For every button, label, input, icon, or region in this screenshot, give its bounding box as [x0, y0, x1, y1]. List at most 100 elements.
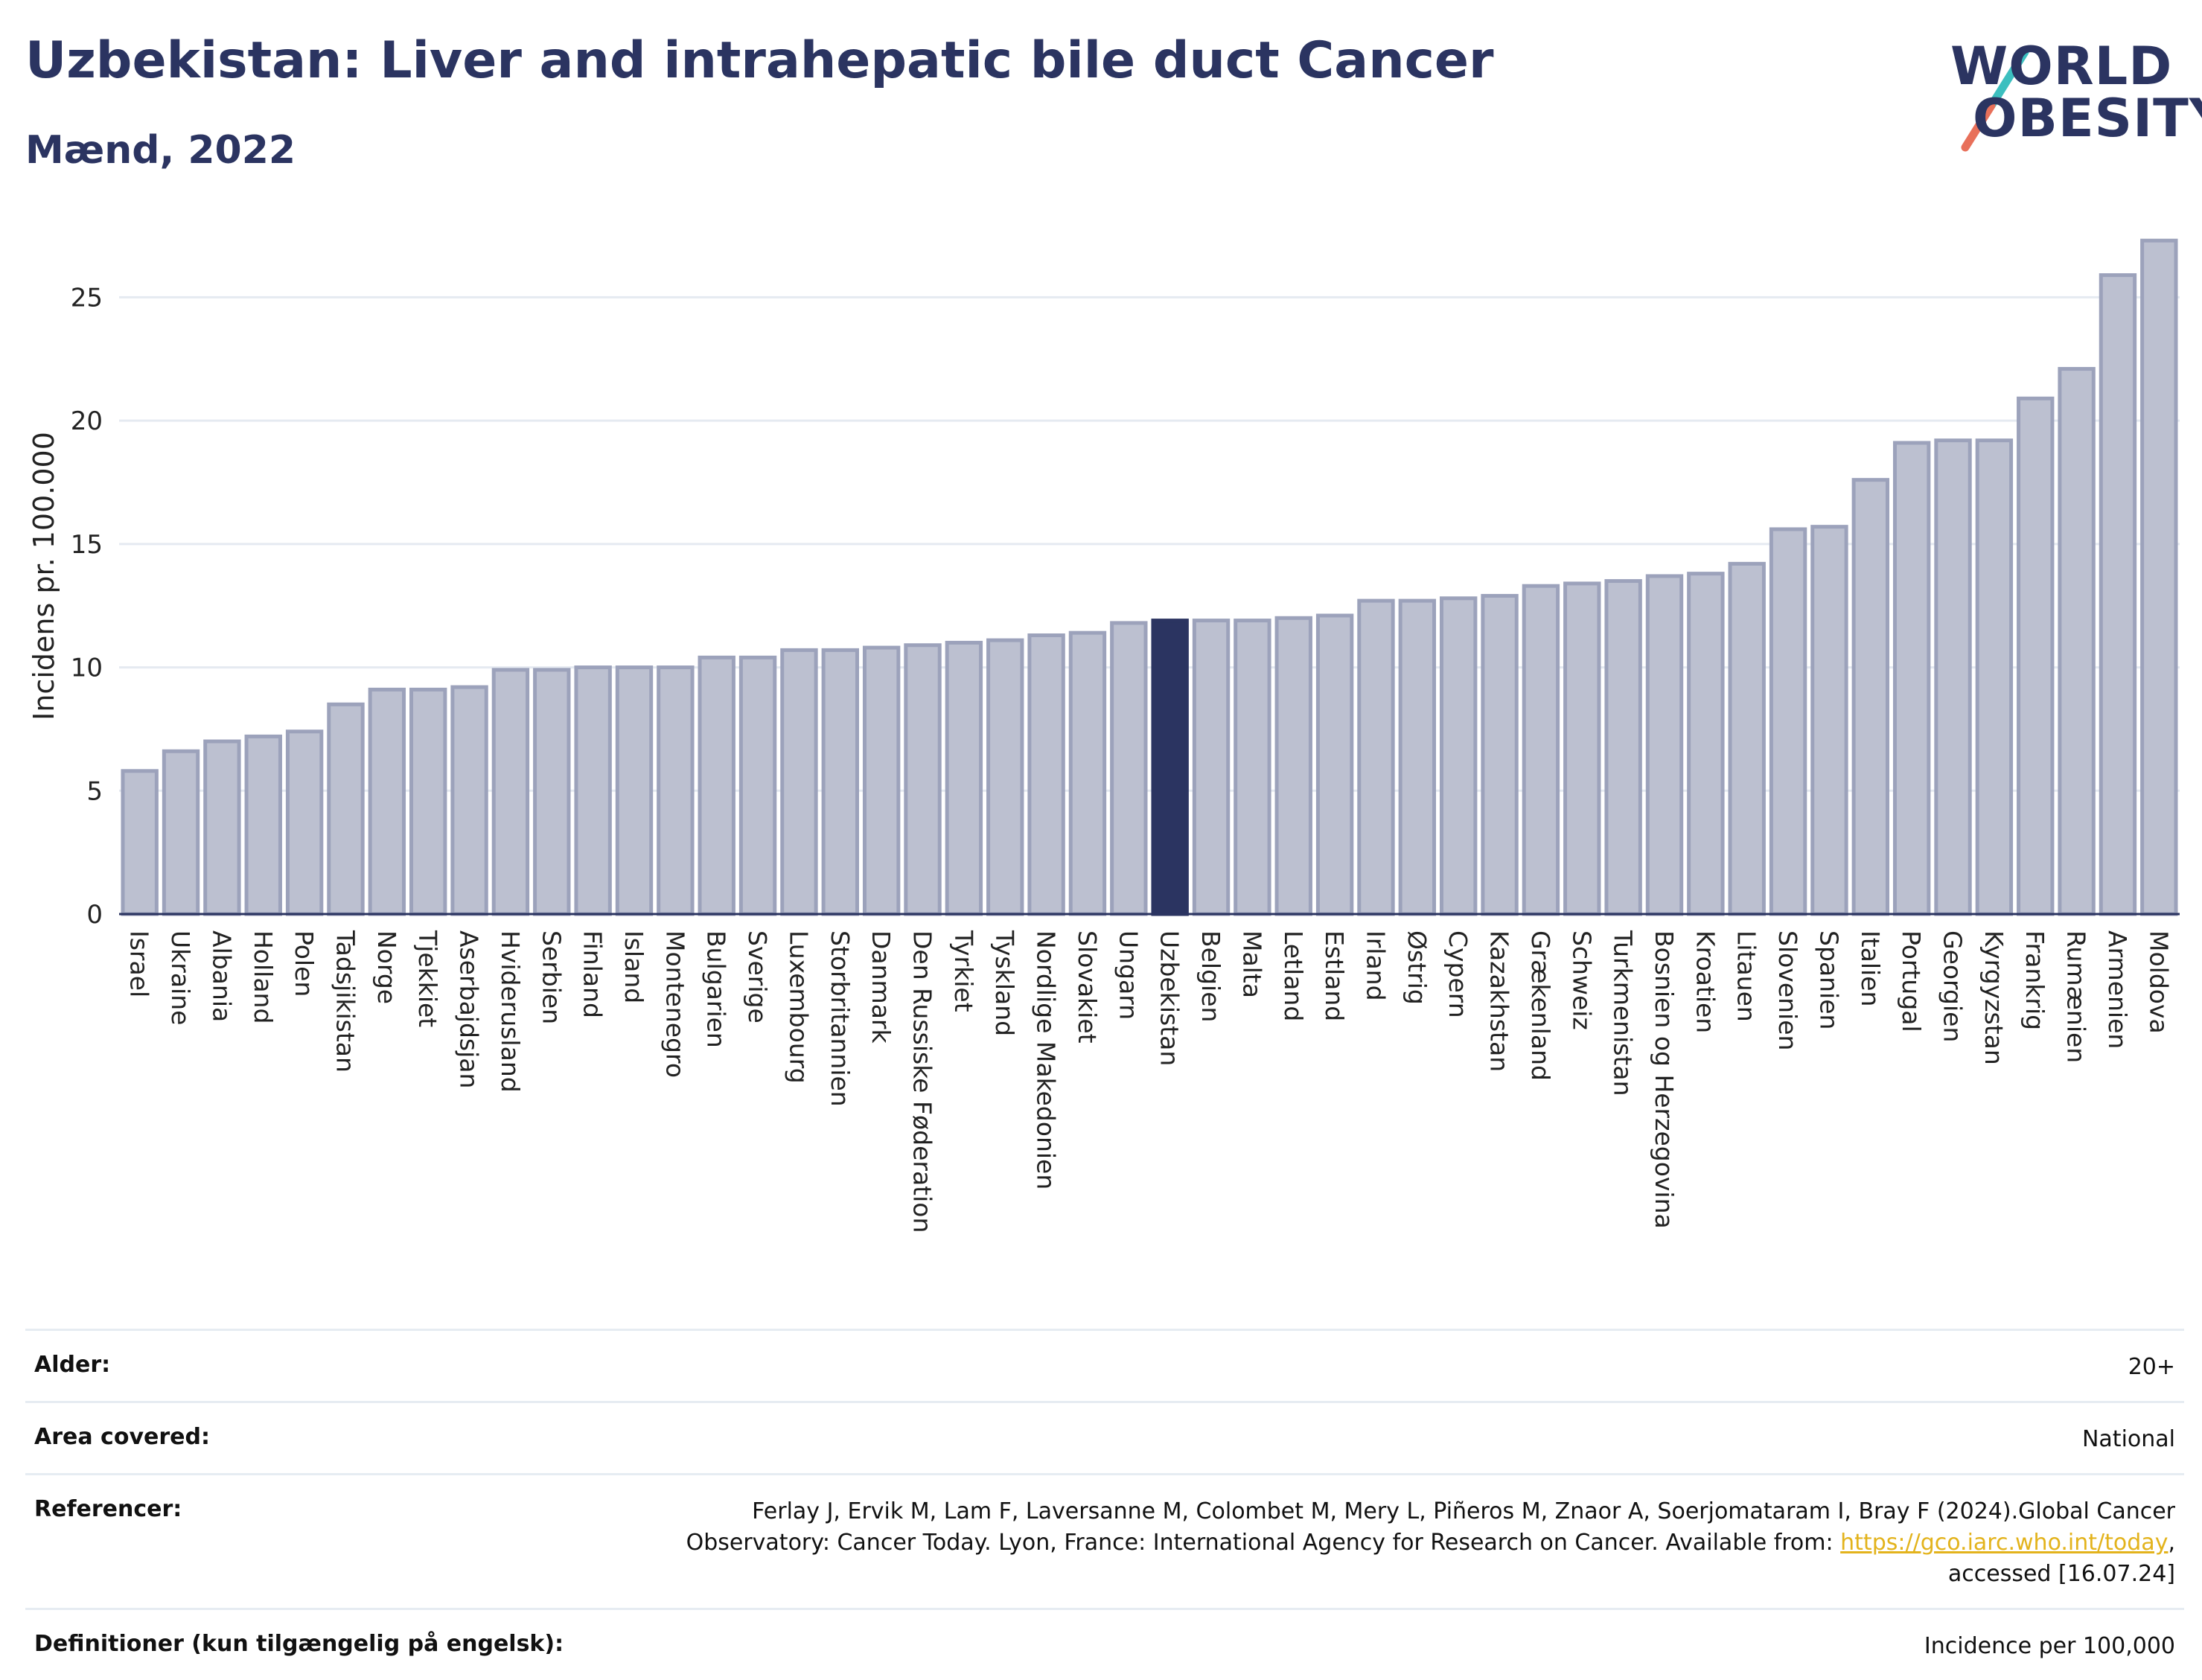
bar — [615, 665, 654, 916]
x-tick-label: Polen — [290, 930, 319, 997]
x-tick-label: Uzbekistan — [1155, 930, 1184, 1066]
bar — [1851, 478, 1889, 916]
bar — [1398, 598, 1437, 916]
bar — [121, 769, 159, 916]
x-tick-label: Schweiz — [1567, 930, 1596, 1030]
bar-chart: 0 5 10 15 20 25 Israel Ukraine Albania Holland Po… — [28, 238, 2180, 1233]
info-key: Alder: — [34, 1352, 111, 1378]
bar — [1687, 572, 1725, 916]
logo-text-world: WORLD — [1950, 36, 2173, 97]
info-value: Incidence per 100,000 — [1924, 1631, 2175, 1662]
info-row: Definitioner (kun tilgængelig på engelsk… — [25, 1608, 2184, 1680]
bar — [327, 702, 365, 916]
info-key: Referencer: — [34, 1496, 182, 1522]
y-tick-label: 15 — [71, 530, 103, 560]
bar — [533, 668, 571, 916]
x-tick-label: Serbien — [537, 930, 566, 1024]
bar — [2140, 238, 2178, 916]
reference-link[interactable]: https://gco.iarc.who.int/today — [1840, 1530, 2169, 1556]
x-tick-label: Montenegro — [660, 930, 689, 1078]
bar — [203, 739, 241, 916]
chart-subtitle: Mænd, 2022 — [25, 128, 296, 173]
bar — [780, 648, 818, 916]
x-tick-label: Slovenien — [1773, 930, 1802, 1050]
info-value-text: National — [2081, 1426, 2175, 1452]
x-tick-label: Tyrkiet — [949, 930, 978, 1012]
bar — [1192, 619, 1231, 916]
bar — [162, 749, 200, 916]
x-tick-label: Israel — [125, 930, 154, 997]
logo-text-obesity: OBESITY — [1973, 88, 2202, 149]
x-tick-label: Hviderusland — [496, 930, 525, 1093]
info-value: National — [2082, 1424, 2175, 1455]
x-tick-label: Rumænien — [2062, 930, 2091, 1063]
bar — [574, 665, 612, 916]
info-key: Definitioner (kun tilgængelig på engelsk… — [34, 1631, 564, 1657]
info-value-text: 20+ — [2128, 1354, 2175, 1380]
bar — [1645, 574, 1684, 916]
bar — [738, 655, 777, 916]
x-tick-label: Storbritannien — [826, 930, 855, 1107]
x-tick-label: Sverige — [743, 930, 772, 1023]
x-tick-label: Kazakhstan — [1485, 930, 1514, 1072]
x-tick-label: Portugal — [1897, 930, 1926, 1032]
bar — [2099, 273, 2137, 916]
bar — [1274, 616, 1312, 916]
x-tick-label: Grækenland — [1526, 930, 1555, 1081]
x-tick-label: Irland — [1361, 930, 1390, 1001]
x-tick-label: Nordlige Makedonien — [1032, 930, 1061, 1189]
bar — [1234, 619, 1271, 916]
bar — [1315, 613, 1354, 916]
x-tick-label: Letland — [1279, 930, 1308, 1021]
bar — [904, 643, 942, 916]
bar — [2017, 396, 2055, 916]
x-tick-label: Cypern — [1443, 930, 1472, 1018]
bar — [1357, 598, 1395, 916]
x-tick-label: Moldova — [2144, 930, 2173, 1034]
x-tick-label: Slovakiet — [1073, 930, 1102, 1044]
logo-slash-icon — [1961, 48, 2029, 152]
y-tick-label: 20 — [71, 406, 103, 436]
x-tick-label: Ukraine — [166, 930, 195, 1025]
bar — [1769, 527, 1807, 916]
bar — [1934, 438, 1972, 916]
x-tick-label: Luxembourg — [784, 930, 813, 1084]
x-tick-label: Malta — [1237, 930, 1266, 998]
bar — [1522, 584, 1560, 916]
info-value-suffix: , accessed [16.07.24] — [1947, 1530, 2175, 1587]
x-tick-label: Albania — [207, 930, 236, 1022]
y-tick-label: 5 — [86, 776, 103, 806]
y-axis-label: Incidens pr. 100.000 — [28, 432, 60, 721]
x-tick-label: Bosnien og Herzegovina — [1650, 930, 1679, 1229]
x-tick-label: Norge — [372, 930, 401, 1004]
bar — [491, 668, 530, 916]
x-tick-label: Østrig — [1402, 930, 1432, 1005]
x-tick-label: Tjekkiet — [413, 930, 442, 1027]
bar — [244, 734, 282, 916]
x-tick-label: Aserbajdsjan — [455, 930, 484, 1088]
bars — [121, 238, 2178, 916]
bar — [1563, 581, 1601, 916]
x-tick-label: Ungarn — [1114, 930, 1143, 1020]
bar — [1068, 630, 1107, 916]
info-row: Area covered: National — [25, 1401, 2184, 1473]
bar — [657, 665, 695, 916]
chart-title: Uzbekistan: Liver and intrahepatic bile … — [25, 31, 1494, 90]
bar — [1110, 621, 1148, 916]
x-tick-label: Belgien — [1196, 930, 1225, 1022]
bar — [862, 645, 901, 916]
info-table: Alder: 20+ Area covered: National Referencer… — [25, 1329, 2184, 1680]
bar-highlight — [1151, 619, 1189, 916]
bar — [1975, 438, 2014, 916]
bar — [1481, 593, 1519, 916]
bar — [945, 640, 983, 916]
bar — [698, 655, 735, 916]
info-key: Area covered: — [34, 1424, 210, 1450]
x-tick-label: Tyskland — [990, 930, 1019, 1036]
y-tick-labels: 0 5 10 15 20 25 — [71, 283, 103, 930]
x-tick-label: Tadsjikistan — [331, 930, 360, 1073]
x-tick-label: Den Russiske Føderation — [908, 930, 937, 1233]
bar — [1027, 633, 1065, 916]
y-tick-label: 25 — [71, 283, 103, 313]
info-value-text: Ferlay J, Ervik M, Lam F, Laversanne M, … — [686, 1498, 2175, 1556]
